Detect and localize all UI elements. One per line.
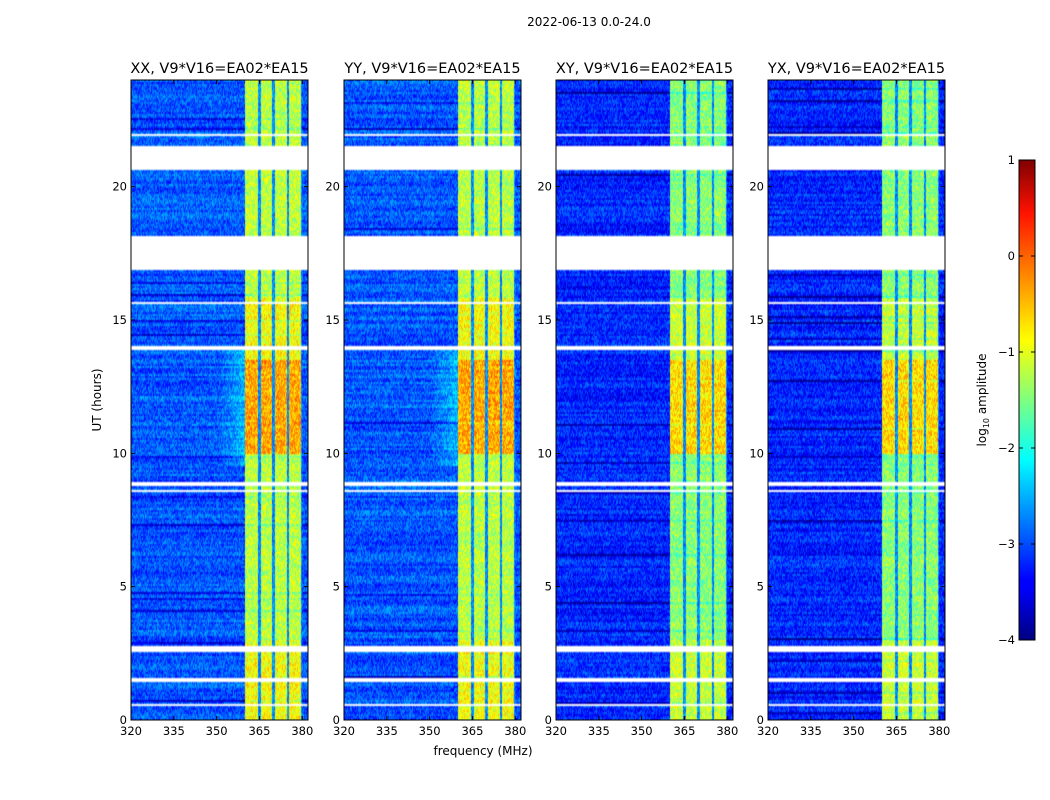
x-tick-label: 380	[291, 724, 313, 738]
axes-frame	[130, 79, 309, 721]
heatmap-xy	[556, 80, 733, 720]
colorbar-tick-label: −1	[998, 345, 1015, 359]
colorbar-tick-label: −2	[998, 441, 1015, 455]
heatmap-yy	[344, 80, 521, 720]
panel-xy: XY, V9*V16=EA02*EA15 320 335 350 365 380 0 5 10 1…	[537, 61, 738, 738]
colorbar-tick-label: −3	[998, 537, 1015, 551]
panel-yx: YX, V9*V16=EA02*EA15 320 335 350 365 380 0 5 10 1…	[749, 61, 950, 738]
colorbar-label: log10 amplitude	[975, 354, 991, 447]
x-tick-label: 320	[333, 724, 355, 738]
heatmap-xx	[131, 80, 308, 720]
x-tick-label: 335	[800, 724, 822, 738]
x-tick-label: 335	[376, 724, 398, 738]
colorbar-tick-label: 1	[1008, 153, 1015, 167]
y-tick-label: 5	[333, 580, 340, 594]
heatmap-yx	[768, 80, 945, 720]
y-tick-label: 0	[757, 713, 764, 727]
axes-frame	[767, 79, 946, 721]
y-tick-label: 0	[120, 713, 127, 727]
y-tick-label: 0	[545, 713, 552, 727]
y-tick-label: 5	[120, 580, 127, 594]
x-tick-label: 320	[545, 724, 567, 738]
colorbar: −4 −3 −2 −1 0 1 log10 amplitude	[975, 153, 1036, 647]
colorbar-tick-label: 0	[1008, 249, 1015, 263]
y-tick-label: 5	[757, 580, 764, 594]
x-tick-label: 350	[631, 724, 653, 738]
panel-yy: YY, V9*V16=EA02*EA15 320 335 350 365 380 0 5 10 1…	[325, 61, 526, 738]
colorbar-tick-label: −4	[998, 633, 1015, 647]
x-tick-label: 350	[206, 724, 228, 738]
colorbar-bar	[1018, 159, 1036, 641]
y-tick-label: 10	[537, 446, 552, 460]
x-tick-label: 365	[885, 724, 907, 738]
x-tick-label: 365	[248, 724, 270, 738]
y-tick-label: 20	[749, 180, 764, 194]
x-tick-label: 365	[461, 724, 483, 738]
x-tick-label: 380	[928, 724, 950, 738]
axes-frame	[343, 79, 522, 721]
x-tick-label: 380	[504, 724, 526, 738]
y-tick-label: 10	[749, 446, 764, 460]
panel-title: XY, V9*V16=EA02*EA15	[556, 61, 733, 77]
figure-suptitle: 2022-06-13 0.0-24.0	[527, 15, 651, 29]
x-tick-label: 380	[716, 724, 738, 738]
panels: XX, V9*V16=EA02*EA15 320 335 350 365 380 0 5 10 1…	[90, 61, 950, 738]
axes-frame	[555, 79, 734, 721]
y-tick-label: 15	[112, 313, 127, 327]
x-tick-label: 320	[120, 724, 142, 738]
x-tick-label: 335	[588, 724, 610, 738]
panel-xx: XX, V9*V16=EA02*EA15 320 335 350 365 380 0 5 10 1…	[90, 61, 313, 738]
x-tick-label: 335	[163, 724, 185, 738]
y-tick-label: 0	[333, 713, 340, 727]
y-tick-label: 20	[537, 180, 552, 194]
x-tick-label: 365	[673, 724, 695, 738]
x-axis-label: frequency (MHz)	[433, 744, 532, 758]
y-tick-label: 10	[112, 446, 127, 460]
y-tick-label: 15	[325, 313, 340, 327]
x-tick-label: 320	[757, 724, 779, 738]
y-tick-label: 20	[112, 180, 127, 194]
x-tick-label: 350	[843, 724, 865, 738]
y-tick-label: 15	[537, 313, 552, 327]
panel-title: YX, V9*V16=EA02*EA15	[767, 61, 945, 77]
y-tick-label: 10	[325, 446, 340, 460]
y-tick-label: 5	[545, 580, 552, 594]
y-tick-label: 20	[325, 180, 340, 194]
colorbar-ticks: −4 −3 −2 −1 0 1	[998, 153, 1035, 647]
panel-title: YY, V9*V16=EA02*EA15	[343, 61, 520, 77]
y-axis-label: UT (hours)	[90, 368, 104, 431]
panel-title: XX, V9*V16=EA02*EA15	[130, 61, 308, 77]
x-tick-label: 350	[419, 724, 441, 738]
y-tick-label: 15	[749, 313, 764, 327]
